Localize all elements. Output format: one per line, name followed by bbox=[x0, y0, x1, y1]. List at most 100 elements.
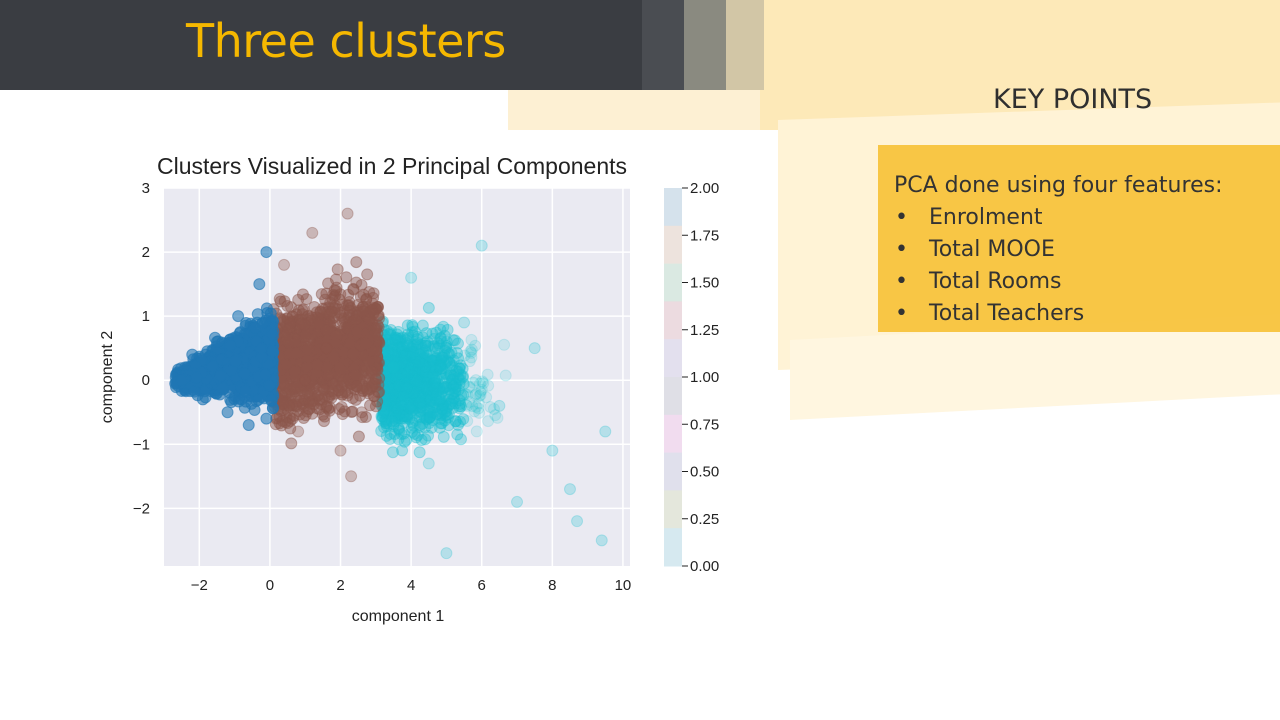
cluster-2-point bbox=[386, 375, 399, 388]
cluster-2-point bbox=[439, 367, 452, 380]
cluster-2-point bbox=[426, 359, 439, 372]
cluster-2-point bbox=[401, 382, 414, 395]
cluster-2-point bbox=[433, 383, 446, 396]
cluster-2-point bbox=[403, 387, 416, 400]
cluster-2-point bbox=[376, 412, 389, 425]
cluster-0-point bbox=[210, 335, 223, 348]
cluster-2-point bbox=[398, 416, 411, 429]
y-tick-label: 2 bbox=[142, 244, 150, 261]
cluster-2-point bbox=[418, 380, 431, 393]
cluster-2-point bbox=[409, 396, 422, 409]
key-point-item: • Enrolment bbox=[895, 205, 1043, 230]
cluster-2-point bbox=[405, 342, 418, 355]
cluster-2-point bbox=[380, 390, 393, 403]
cluster-2-point bbox=[376, 397, 389, 410]
cluster-2-point bbox=[406, 416, 419, 429]
cluster-2-point bbox=[413, 371, 426, 384]
cluster-2-point bbox=[387, 386, 400, 399]
cluster-2-point bbox=[435, 362, 448, 375]
cluster-2-point bbox=[409, 372, 422, 385]
cluster-2-point bbox=[414, 379, 427, 392]
cluster-2-point bbox=[406, 354, 419, 367]
cluster-1-point bbox=[298, 318, 311, 331]
cluster-1-point bbox=[302, 343, 315, 356]
cluster-2-point bbox=[438, 381, 451, 394]
cluster-2-point bbox=[448, 377, 461, 390]
cluster-2-point bbox=[432, 397, 445, 410]
cluster-2-point bbox=[391, 348, 404, 361]
cluster-2-point bbox=[379, 370, 392, 383]
cluster-2-point bbox=[418, 394, 431, 407]
cluster-2-point bbox=[388, 356, 401, 369]
cluster-2-point bbox=[435, 362, 448, 375]
cluster-2-point bbox=[441, 323, 454, 336]
cluster-0-point bbox=[239, 385, 252, 398]
cluster-2-point bbox=[454, 368, 467, 381]
cluster-2-point bbox=[440, 405, 453, 418]
cluster-2-point bbox=[396, 444, 409, 457]
cluster-2-point bbox=[395, 354, 408, 367]
cluster-2-point bbox=[390, 387, 403, 400]
x-tick-label: 8 bbox=[548, 577, 556, 594]
cluster-2-point bbox=[381, 325, 394, 338]
cluster-2-point bbox=[563, 483, 576, 496]
cluster-2-point bbox=[407, 388, 420, 401]
cluster-0-point bbox=[175, 374, 188, 387]
cluster-0-point bbox=[224, 339, 237, 352]
cluster-2-point bbox=[381, 395, 394, 408]
cluster-2-point bbox=[437, 382, 450, 395]
cluster-2-point bbox=[401, 346, 414, 359]
cluster-2-point bbox=[388, 387, 401, 400]
cluster-1-point bbox=[335, 401, 348, 414]
cluster-1-point bbox=[285, 437, 298, 450]
cluster-2-point bbox=[463, 355, 476, 368]
cluster-2-point bbox=[376, 410, 389, 423]
cluster-2-point bbox=[445, 373, 458, 386]
cluster-2-point bbox=[375, 327, 388, 340]
cluster-2-point bbox=[414, 371, 427, 384]
cluster-1-point bbox=[280, 358, 293, 371]
cluster-2-point bbox=[385, 393, 398, 406]
cluster-2-point bbox=[426, 327, 439, 340]
cluster-2-point bbox=[397, 365, 410, 378]
cluster-0-point bbox=[260, 412, 273, 425]
cluster-2-point bbox=[409, 362, 422, 375]
cluster-2-point bbox=[469, 374, 482, 387]
key-points-heading: KEY POINTS bbox=[993, 84, 1153, 115]
x-tick-label: 6 bbox=[478, 577, 486, 594]
colorbar-tick-label: 1.75 bbox=[690, 227, 719, 244]
key-point-item: • Total Rooms bbox=[895, 269, 1061, 294]
colorbar-segment bbox=[664, 377, 682, 416]
scatter-points bbox=[169, 207, 612, 560]
cluster-2-point bbox=[384, 338, 397, 351]
cluster-2-point bbox=[399, 380, 412, 393]
cluster-2-point bbox=[408, 351, 421, 364]
cluster-2-point bbox=[391, 341, 404, 354]
cluster-2-point bbox=[474, 389, 487, 402]
cluster-2-point bbox=[446, 359, 459, 372]
cluster-2-point bbox=[425, 361, 438, 374]
cluster-2-point bbox=[448, 334, 461, 347]
cluster-2-point bbox=[401, 347, 414, 360]
cluster-2-point bbox=[423, 372, 436, 385]
cluster-1-point bbox=[350, 256, 363, 269]
cluster-2-point bbox=[393, 387, 406, 400]
cluster-2-point bbox=[381, 352, 394, 365]
cluster-2-point bbox=[482, 415, 495, 428]
cluster-2-point bbox=[388, 360, 401, 373]
cluster-2-point bbox=[394, 351, 407, 364]
cluster-2-point bbox=[389, 351, 402, 364]
cluster-2-point bbox=[408, 373, 421, 386]
cluster-2-point bbox=[418, 357, 431, 370]
cluster-2-point bbox=[421, 389, 434, 402]
cluster-2-point bbox=[441, 411, 454, 424]
cluster-2-point bbox=[417, 390, 430, 403]
cluster-2-point bbox=[440, 547, 453, 560]
cluster-2-point bbox=[395, 374, 408, 387]
colorbar-segment bbox=[664, 263, 682, 302]
cluster-2-point bbox=[378, 329, 391, 342]
colorbar-segment bbox=[664, 528, 682, 567]
cluster-2-point bbox=[444, 397, 457, 410]
cluster-2-point bbox=[424, 408, 437, 421]
cluster-2-point bbox=[423, 404, 436, 417]
